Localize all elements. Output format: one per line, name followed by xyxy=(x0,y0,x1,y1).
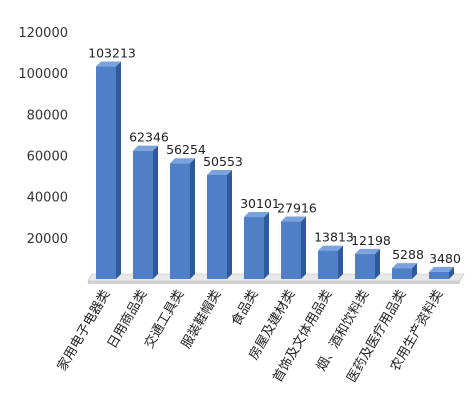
bar xyxy=(392,263,417,279)
data-label: 3480 xyxy=(429,251,461,266)
bar xyxy=(244,212,269,279)
bar xyxy=(96,61,121,280)
y-tick-label: 60000 xyxy=(27,150,68,165)
bar-front xyxy=(429,271,449,279)
bar xyxy=(133,145,158,279)
category-label: 家用电子电器类 xyxy=(54,287,113,374)
data-label: 27916 xyxy=(277,201,317,216)
bar xyxy=(207,169,232,279)
bar-top xyxy=(96,61,121,67)
y-tick-label: 40000 xyxy=(27,191,68,206)
data-label: 56254 xyxy=(166,142,206,157)
bar-front xyxy=(170,163,190,279)
data-label: 62346 xyxy=(129,130,169,145)
category-label: 食品类 xyxy=(228,287,261,329)
bar-front xyxy=(207,174,227,279)
data-label: 5288 xyxy=(392,247,424,262)
bar-front xyxy=(281,221,301,279)
floor-edge xyxy=(88,281,460,284)
data-label: 13813 xyxy=(314,230,354,245)
bars xyxy=(96,61,454,280)
bar-top xyxy=(133,145,158,151)
bar-top xyxy=(392,263,417,269)
bar-top xyxy=(207,169,232,175)
bar-front xyxy=(133,150,153,279)
bar-side xyxy=(227,169,232,279)
bar-front xyxy=(244,217,264,279)
bar xyxy=(355,248,380,279)
bar-top xyxy=(355,248,380,254)
bar-side xyxy=(190,158,195,279)
bar-side xyxy=(375,248,380,279)
bar-top xyxy=(244,212,269,218)
bar-front xyxy=(355,253,375,279)
bar-side xyxy=(338,245,343,279)
bar-side xyxy=(116,61,121,280)
bar xyxy=(318,245,343,279)
bar-front xyxy=(318,250,338,279)
y-tick-label: 100000 xyxy=(18,67,68,82)
bar xyxy=(429,266,454,279)
bar-side xyxy=(153,145,158,279)
data-label: 103213 xyxy=(88,46,136,61)
bar xyxy=(170,158,195,279)
bar-front xyxy=(96,66,116,279)
bar-side xyxy=(264,212,269,279)
bar xyxy=(281,216,306,279)
y-tick-label: 120000 xyxy=(18,26,68,41)
bar-top xyxy=(281,216,306,222)
data-label: 12198 xyxy=(351,233,391,248)
bar-top xyxy=(429,266,454,272)
bar-front xyxy=(392,268,412,279)
y-tick-label: 20000 xyxy=(27,232,68,247)
bar-top xyxy=(318,245,343,251)
bar-side xyxy=(449,266,454,279)
data-label: 50553 xyxy=(203,154,243,169)
bar-side xyxy=(412,263,417,279)
bar-side xyxy=(301,216,306,279)
y-tick-label: 80000 xyxy=(27,108,68,123)
y-axis-ticks: 20000 40000 60000 80000 100000 120000 xyxy=(18,26,68,247)
data-label: 30101 xyxy=(240,196,280,211)
bar-top xyxy=(170,158,195,164)
